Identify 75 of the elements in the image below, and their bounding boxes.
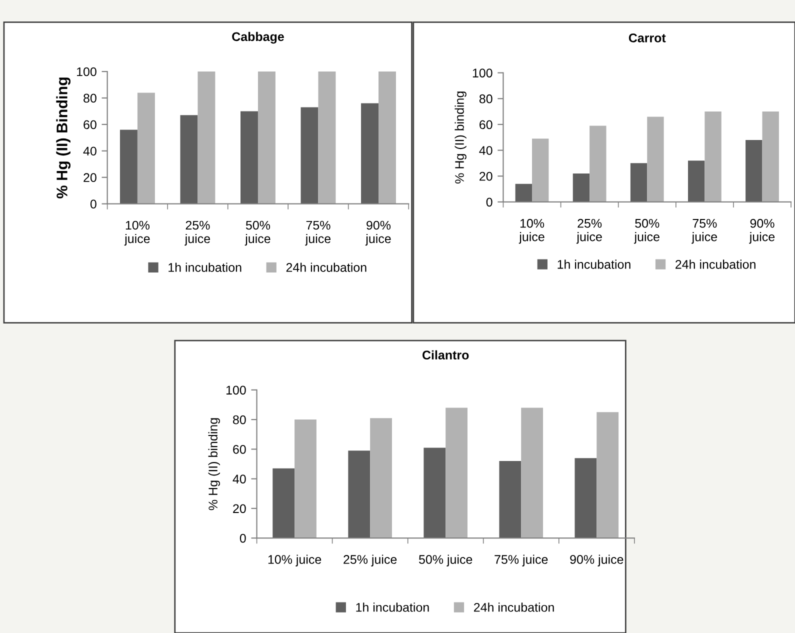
x-tick-label: 50% juice xyxy=(244,220,270,246)
bar xyxy=(370,418,392,538)
legend-label: 24h incubation xyxy=(286,262,366,272)
x-tick-label: 50% juice xyxy=(419,554,472,566)
chart-title: Cabbage xyxy=(232,32,284,44)
bar xyxy=(746,140,762,202)
x-tick-label: 25% juice xyxy=(184,220,210,246)
x-tick-label: 75% juice xyxy=(692,218,717,244)
y-tick-label: 20 xyxy=(480,172,492,181)
bar xyxy=(521,408,544,538)
bar xyxy=(704,112,722,202)
legend-label: 1h incubation xyxy=(356,602,429,612)
y-tick-label: 0 xyxy=(486,198,492,207)
bar xyxy=(688,160,705,202)
y-tick-label: 100 xyxy=(77,67,96,76)
x-tick-label: 10% juice xyxy=(518,218,544,244)
bar xyxy=(532,138,549,202)
bar xyxy=(378,72,396,204)
y-tick-label: 40 xyxy=(479,146,492,155)
y-tick-label: 100 xyxy=(226,386,246,395)
x-tick-label: 10% juice xyxy=(268,554,322,566)
y-tick-label: 80 xyxy=(479,94,492,104)
bar xyxy=(348,450,370,538)
y-axis-title: % Hg (II) Binding xyxy=(56,78,70,198)
legend-label: 1h incubation xyxy=(168,262,242,272)
y-tick-label: 80 xyxy=(84,94,96,103)
bar xyxy=(647,116,664,202)
bar xyxy=(137,92,155,204)
bar xyxy=(198,72,216,204)
bar xyxy=(446,408,468,538)
y-tick-label: 20 xyxy=(84,173,96,182)
y-tick-label: 0 xyxy=(90,200,96,208)
x-tick-label: 75% juice xyxy=(305,220,331,246)
y-tick-label: 100 xyxy=(472,68,492,78)
bar xyxy=(272,468,295,538)
bar xyxy=(762,112,779,202)
y-tick-label: 60 xyxy=(233,444,246,454)
x-tick-label: 75% juice xyxy=(494,554,548,566)
chart-title: Cilantro xyxy=(422,350,469,360)
x-tick-label: 10% juice xyxy=(124,220,150,246)
y-tick-label: 40 xyxy=(83,146,96,156)
bar xyxy=(300,107,318,204)
x-tick-label: 50% juice xyxy=(634,218,660,244)
y-tick-label: 60 xyxy=(84,120,96,130)
legend-label: 24h incubation xyxy=(474,602,554,612)
bar xyxy=(120,130,138,204)
legend-label: 1h incubation xyxy=(558,260,630,269)
bar xyxy=(424,448,446,538)
bar xyxy=(318,72,336,204)
y-axis-title: % Hg (II) binding xyxy=(454,92,466,184)
bar xyxy=(572,174,590,202)
y-tick-label: 60 xyxy=(480,120,492,130)
bar xyxy=(294,420,316,538)
y-tick-label: 20 xyxy=(233,504,246,514)
bar xyxy=(361,103,378,204)
legend-label: 24h incubation xyxy=(676,260,756,269)
x-tick-label: 90% juice xyxy=(570,554,624,566)
x-tick-label: 25% juice xyxy=(576,218,602,244)
bar xyxy=(240,111,258,204)
x-tick-label: 90% juice xyxy=(365,220,391,246)
y-tick-label: 80 xyxy=(233,415,246,424)
bar xyxy=(596,412,619,538)
x-tick-label: 25% juice xyxy=(344,554,397,566)
y-axis-title: % Hg (II) binding xyxy=(208,418,220,510)
y-tick-label: 40 xyxy=(232,474,246,484)
bar xyxy=(499,461,522,538)
bar xyxy=(574,458,597,538)
chart-title: Carrot xyxy=(628,34,666,42)
bar xyxy=(590,126,606,202)
y-tick-label: 0 xyxy=(240,534,246,543)
bar xyxy=(515,184,532,202)
bar xyxy=(258,72,276,204)
x-tick-label: 90% juice xyxy=(749,218,775,244)
bar xyxy=(180,115,198,204)
bar xyxy=(630,163,648,202)
